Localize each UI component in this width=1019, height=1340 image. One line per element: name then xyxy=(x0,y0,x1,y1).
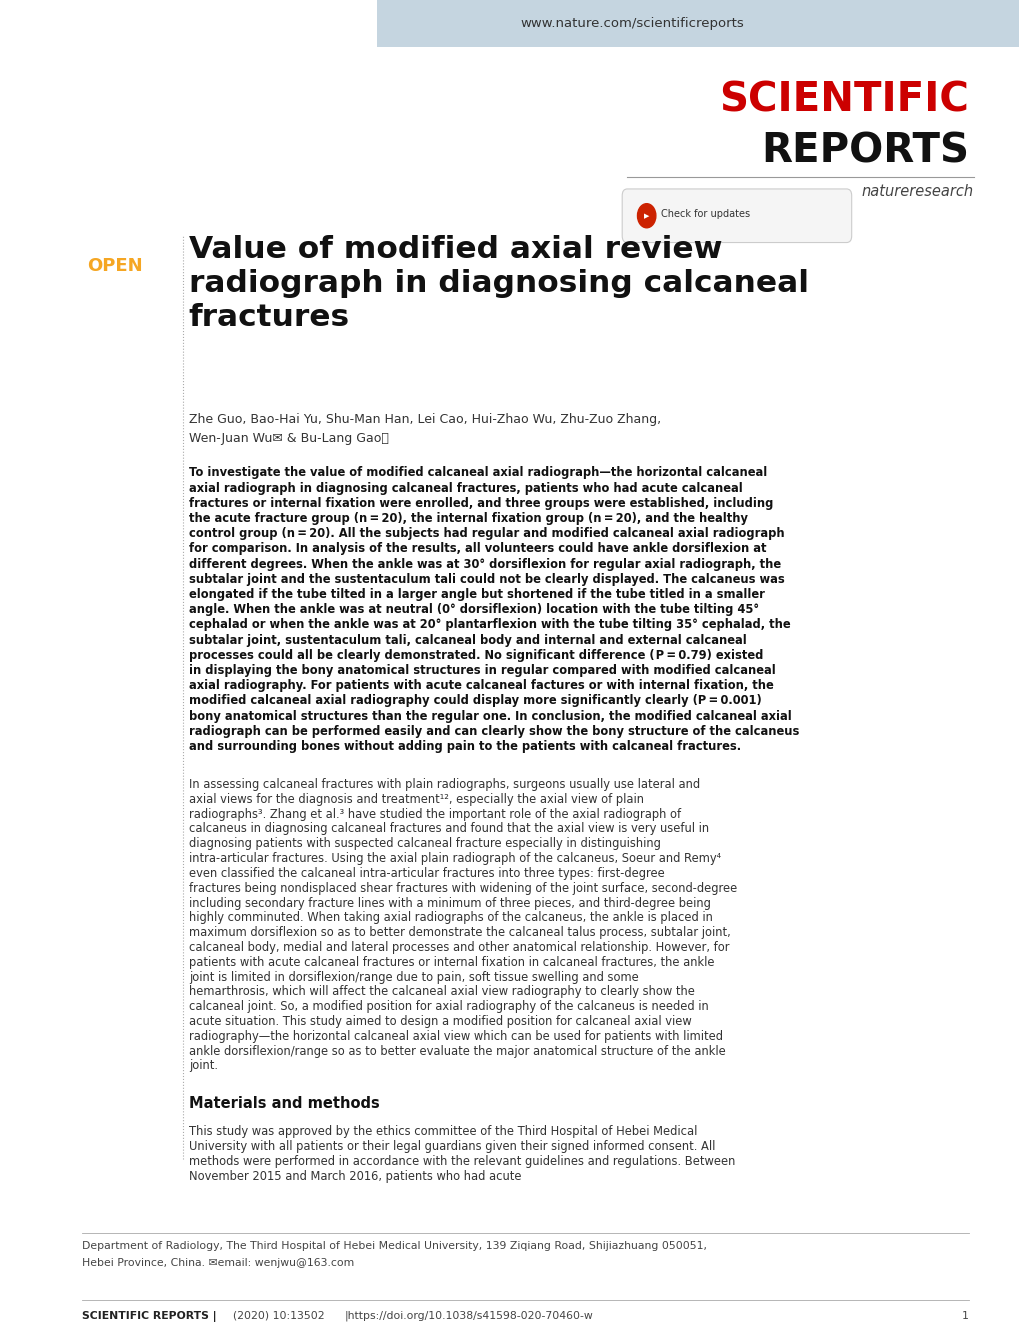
Text: axial radiography. For patients with acute calcaneal factures or with internal f: axial radiography. For patients with acu… xyxy=(189,679,772,693)
Text: radiograph can be performed easily and can clearly show the bony structure of th: radiograph can be performed easily and c… xyxy=(189,725,798,738)
Text: subtalar joint and the sustentaculum tali could not be clearly displayed. The ca: subtalar joint and the sustentaculum tal… xyxy=(189,572,784,586)
Text: Value of modified axial review
radiograph in diagnosing calcaneal
fractures: Value of modified axial review radiograp… xyxy=(189,234,808,331)
Text: and surrounding bones without adding pain to the patients with calcaneal fractur: and surrounding bones without adding pai… xyxy=(189,740,740,753)
Text: in displaying the bony anatomical structures in regular compared with modified c: in displaying the bony anatomical struct… xyxy=(189,665,774,677)
Text: modified calcaneal axial radiography could display more significantly clearly (P: modified calcaneal axial radiography cou… xyxy=(189,694,761,708)
Text: axial views for the diagnosis and treatment¹², especially the axial view of plai: axial views for the diagnosis and treatm… xyxy=(189,793,643,805)
Text: SCIENTIFIC: SCIENTIFIC xyxy=(718,80,968,121)
Text: different degrees. When the ankle was at 30° dorsiflexion for regular axial radi: different degrees. When the ankle was at… xyxy=(189,557,781,571)
Text: natureresearch: natureresearch xyxy=(861,184,973,198)
Text: cephalad or when the ankle was at 20° plantarflexion with the tube tilting 35° c: cephalad or when the ankle was at 20° pl… xyxy=(189,618,790,631)
Text: |https://doi.org/10.1038/s41598-020-70460-w: |https://doi.org/10.1038/s41598-020-7046… xyxy=(344,1311,593,1321)
Text: the acute fracture group (n = 20), the internal fixation group (n = 20), and the: the acute fracture group (n = 20), the i… xyxy=(189,512,747,525)
Text: hemarthrosis, which will affect the calcaneal axial view radiography to clearly : hemarthrosis, which will affect the calc… xyxy=(189,985,694,998)
Text: for comparison. In analysis of the results, all volunteers could have ankle dors: for comparison. In analysis of the resul… xyxy=(189,543,765,555)
Text: ▶: ▶ xyxy=(643,213,649,218)
Text: (2020) 10:13502: (2020) 10:13502 xyxy=(232,1311,324,1320)
Text: maximum dorsiflexion so as to better demonstrate the calcaneal talus process, su: maximum dorsiflexion so as to better dem… xyxy=(189,926,730,939)
Text: 1: 1 xyxy=(961,1311,968,1320)
Text: processes could all be clearly demonstrated. No significant difference ( P = 0.7: processes could all be clearly demonstra… xyxy=(189,649,762,662)
Text: To investigate the value of modified calcaneal axial radiograph—the horizontal c: To investigate the value of modified cal… xyxy=(189,466,766,480)
Text: In assessing calcaneal fractures with plain radiographs, surgeons usually use la: In assessing calcaneal fractures with pl… xyxy=(189,779,699,791)
Text: including secondary fracture lines with a minimum of three pieces, and third-deg: including secondary fracture lines with … xyxy=(189,896,710,910)
Text: even classified the calcaneal intra-articular fractures into three types: first-: even classified the calcaneal intra-arti… xyxy=(189,867,663,880)
Text: highly comminuted. When taking axial radiographs of the calcaneus, the ankle is : highly comminuted. When taking axial rad… xyxy=(189,911,712,925)
FancyBboxPatch shape xyxy=(377,0,1019,47)
Text: axial radiograph in diagnosing calcaneal fractures, patients who had acute calca: axial radiograph in diagnosing calcaneal… xyxy=(189,481,742,494)
Text: OPEN: OPEN xyxy=(87,257,143,275)
Text: Zhe Guo, Bao-Hai Yu, Shu-Man Han, Lei Cao, Hui-Zhao Wu, Zhu-Zuo Zhang,: Zhe Guo, Bao-Hai Yu, Shu-Man Han, Lei Ca… xyxy=(189,413,660,426)
Text: calcaneus in diagnosing calcaneal fractures and found that the axial view is ver: calcaneus in diagnosing calcaneal fractu… xyxy=(189,823,708,836)
Text: diagnosing patients with suspected calcaneal fracture especially in distinguishi: diagnosing patients with suspected calca… xyxy=(189,838,660,851)
Text: control group (n = 20). All the subjects had regular and modified calcaneal axia: control group (n = 20). All the subjects… xyxy=(189,527,784,540)
Text: Department of Radiology, The Third Hospital of Hebei Medical University, 139 Ziq: Department of Radiology, The Third Hospi… xyxy=(82,1241,706,1250)
Text: joint is limited in dorsiflexion/range due to pain, soft tissue swelling and som: joint is limited in dorsiflexion/range d… xyxy=(189,970,638,984)
Text: www.nature.com/scientificreports: www.nature.com/scientificreports xyxy=(520,17,744,29)
Text: This study was approved by the ethics committee of the Third Hospital of Hebei M: This study was approved by the ethics co… xyxy=(189,1126,696,1138)
Text: November 2015 and March 2016, patients who had acute: November 2015 and March 2016, patients w… xyxy=(189,1170,521,1183)
Text: calcaneal body, medial and lateral processes and other anatomical relationship. : calcaneal body, medial and lateral proce… xyxy=(189,941,729,954)
Text: fractures or internal fixation were enrolled, and three groups were established,: fractures or internal fixation were enro… xyxy=(189,497,772,509)
Text: subtalar joint, sustentaculum tali, calcaneal body and internal and external cal: subtalar joint, sustentaculum tali, calc… xyxy=(189,634,746,647)
Text: Hebei Province, China. ✉email: wenjwu@163.com: Hebei Province, China. ✉email: wenjwu@16… xyxy=(82,1258,354,1268)
FancyBboxPatch shape xyxy=(622,189,851,243)
Text: Wen-Juan Wu✉ & Bu-Lang Gao🔵: Wen-Juan Wu✉ & Bu-Lang Gao🔵 xyxy=(189,431,388,445)
Text: angle. When the ankle was at neutral (0° dorsiflexion) location with the tube ti: angle. When the ankle was at neutral (0°… xyxy=(189,603,758,616)
Text: methods were performed in accordance with the relevant guidelines and regulation: methods were performed in accordance wit… xyxy=(189,1155,735,1167)
Circle shape xyxy=(637,204,655,228)
Text: intra-articular fractures. Using the axial plain radiograph of the calcaneus, So: intra-articular fractures. Using the axi… xyxy=(189,852,720,866)
Text: radiographs³. Zhang et al.³ have studied the important role of the axial radiogr: radiographs³. Zhang et al.³ have studied… xyxy=(189,808,680,820)
Text: University with all patients or their legal guardians given their signed informe: University with all patients or their le… xyxy=(189,1140,714,1152)
Text: bony anatomical structures than the regular one. In conclusion, the modified cal: bony anatomical structures than the regu… xyxy=(189,710,791,722)
Text: radiography—the horizontal calcaneal axial view which can be used for patients w: radiography—the horizontal calcaneal axi… xyxy=(189,1029,722,1043)
Text: acute situation. This study aimed to design a modified position for calcaneal ax: acute situation. This study aimed to des… xyxy=(189,1014,691,1028)
Text: fractures being nondisplaced shear fractures with widening of the joint surface,: fractures being nondisplaced shear fract… xyxy=(189,882,737,895)
Text: SCIENTIFIC REPORTS |: SCIENTIFIC REPORTS | xyxy=(82,1311,216,1321)
Text: Check for updates: Check for updates xyxy=(660,209,749,220)
Text: REPORTS: REPORTS xyxy=(760,131,968,172)
Text: elongated if the tube tilted in a larger angle but shortened if the tube titled : elongated if the tube tilted in a larger… xyxy=(189,588,764,602)
Text: calcaneal joint. So, a modified position for axial radiography of the calcaneus : calcaneal joint. So, a modified position… xyxy=(189,1000,708,1013)
Text: ankle dorsiflexion/range so as to better evaluate the major anatomical structure: ankle dorsiflexion/range so as to better… xyxy=(189,1045,725,1057)
Text: Materials and methods: Materials and methods xyxy=(189,1096,379,1111)
Text: patients with acute calcaneal fractures or internal fixation in calcaneal fractu: patients with acute calcaneal fractures … xyxy=(189,955,713,969)
Text: joint.: joint. xyxy=(189,1060,217,1072)
